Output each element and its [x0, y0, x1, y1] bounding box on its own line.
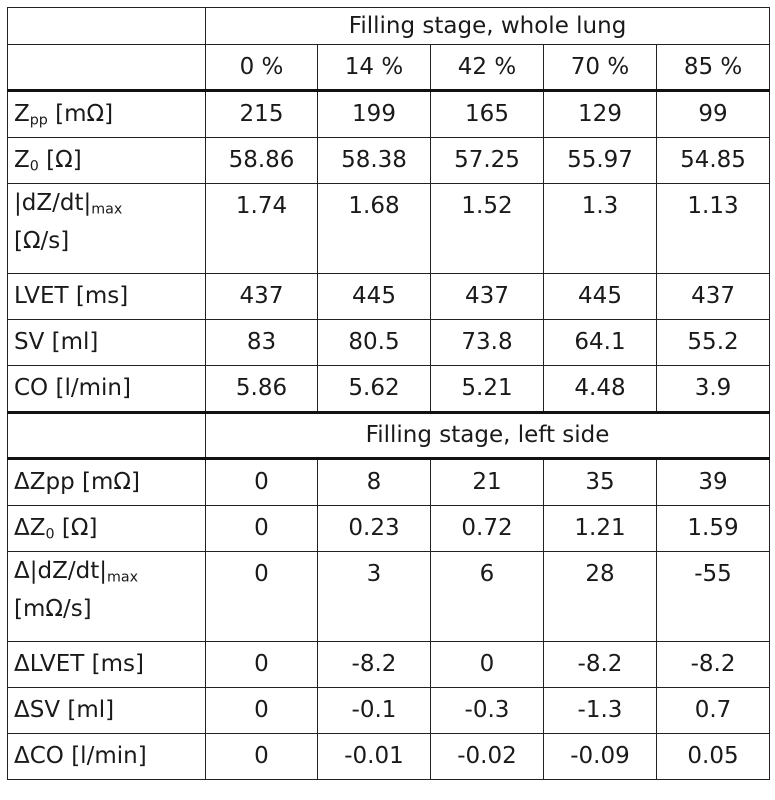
table-cell: -0.1: [317, 687, 431, 734]
table-row: |dZ/dt|max [Ω/s] 1.74 1.68 1.52 1.3 1.13: [7, 183, 771, 274]
table-cell: 83: [205, 319, 318, 366]
table-cell: -0.09: [543, 733, 657, 780]
table-cell: 1.74: [205, 183, 318, 274]
table-cell: 0: [205, 641, 318, 688]
table-cell: 3.9: [655, 365, 771, 414]
table-row: Δ|dZ/dt|max [mΩ/s] 0 3 6 28 -55: [7, 551, 771, 642]
table-row: ΔZ0 [Ω] 0 0.23 0.72 1.21 1.59: [7, 505, 771, 552]
table-row: CO [l/min] 5.86 5.62 5.21 4.48 3.9: [7, 365, 771, 414]
corner-cell: [7, 7, 206, 45]
table-cell: 445: [317, 273, 431, 320]
table-cell: 0: [205, 687, 318, 734]
table-row: ΔLVET [ms] 0 -8.2 0 -8.2 -8.2: [7, 641, 771, 688]
column-header: 70 %: [543, 44, 657, 92]
table-cell: 1.52: [430, 183, 544, 274]
corner-cell: [7, 44, 206, 92]
column-header-row: 0 % 14 % 42 % 70 % 85 %: [7, 44, 771, 92]
table-cell: 28: [543, 551, 657, 642]
table-cell: 165: [430, 90, 544, 138]
column-header: 85 %: [655, 44, 771, 92]
table-cell: 1.21: [543, 505, 657, 552]
table-cell: 55.97: [543, 137, 657, 184]
row-label: CO [l/min]: [7, 365, 206, 414]
row-label: ΔZpp [mΩ]: [7, 458, 206, 506]
row-label: ΔZ0 [Ω]: [7, 505, 206, 552]
table-cell: 55.2: [655, 319, 771, 366]
table-cell: 0.7: [655, 687, 771, 734]
table-cell: -1.3: [543, 687, 657, 734]
table-cell: -0.01: [317, 733, 431, 780]
table-cell: 215: [205, 90, 318, 138]
table-cell: 1.13: [655, 183, 771, 274]
table-cell: 54.85: [655, 137, 771, 184]
row-label: Δ|dZ/dt|max [mΩ/s]: [7, 551, 206, 642]
table-cell: 73.8: [430, 319, 544, 366]
table-row: ΔSV [ml] 0 -0.1 -0.3 -1.3 0.7: [7, 687, 771, 734]
table-cell: 5.21: [430, 365, 544, 414]
column-header: 42 %: [430, 44, 544, 92]
table-cell: -8.2: [317, 641, 431, 688]
table-cell: 437: [655, 273, 771, 320]
table-cell: 39: [655, 458, 771, 506]
table-cell: 199: [317, 90, 431, 138]
row-label: Zpp [mΩ]: [7, 90, 206, 138]
table-cell: 80.5: [317, 319, 431, 366]
table-cell: 1.68: [317, 183, 431, 274]
section-header-row: Filling stage, whole lung: [7, 7, 771, 45]
table-cell: -8.2: [543, 641, 657, 688]
table-row: ΔCO [l/min] 0 -0.01 -0.02 -0.09 0.05: [7, 733, 771, 780]
table-row: Zpp [mΩ] 215 199 165 129 99: [7, 90, 771, 138]
table-cell: 1.3: [543, 183, 657, 274]
table-cell: 0: [205, 505, 318, 552]
table-cell: 3: [317, 551, 431, 642]
section-header-row: Filling stage, left side: [7, 412, 771, 460]
table-cell: -0.02: [430, 733, 544, 780]
section-title-left-side: Filling stage, left side: [204, 412, 771, 460]
table-cell: 99: [655, 90, 771, 138]
table-row: ΔZpp [mΩ] 0 8 21 35 39: [7, 458, 771, 506]
table-cell: -8.2: [655, 641, 771, 688]
table-cell: 57.25: [430, 137, 544, 184]
table-cell: 64.1: [543, 319, 657, 366]
table-cell: 5.62: [317, 365, 431, 414]
table-cell: -0.3: [430, 687, 544, 734]
table-cell: -55: [655, 551, 771, 642]
column-header: 14 %: [317, 44, 431, 92]
row-label: LVET [ms]: [7, 273, 206, 320]
row-label: ΔSV [ml]: [7, 687, 206, 734]
row-label: SV [ml]: [7, 319, 206, 366]
table-row: LVET [ms] 437 445 437 445 437: [7, 273, 771, 320]
table-cell: 437: [205, 273, 318, 320]
table-cell: 0.72: [430, 505, 544, 552]
table-cell: 4.48: [543, 365, 657, 414]
table-cell: 445: [543, 273, 657, 320]
table-cell: 5.86: [205, 365, 318, 414]
table-cell: 0: [430, 641, 544, 688]
table-cell: 1.59: [655, 505, 771, 552]
table-cell: 58.38: [317, 137, 431, 184]
table-cell: 129: [543, 90, 657, 138]
table-cell: 437: [430, 273, 544, 320]
table-cell: 0.23: [317, 505, 431, 552]
column-header: 0 %: [205, 44, 318, 92]
table-cell: 0: [205, 733, 318, 780]
table-cell: 8: [317, 458, 431, 506]
table-row: SV [ml] 83 80.5 73.8 64.1 55.2: [7, 319, 771, 366]
table-cell: 0.05: [655, 733, 771, 780]
row-label: ΔCO [l/min]: [7, 733, 206, 780]
table-cell: 0: [205, 458, 318, 506]
table-cell: 6: [430, 551, 544, 642]
table-cell: 58.86: [205, 137, 318, 184]
row-label: Z0 [Ω]: [7, 137, 206, 184]
data-table: Filling stage, whole lung 0 % 14 % 42 % …: [7, 7, 771, 780]
table-cell: 0: [205, 551, 318, 642]
section-title-whole-lung: Filling stage, whole lung: [204, 7, 771, 45]
table-cell: 21: [430, 458, 544, 506]
row-label: |dZ/dt|max [Ω/s]: [7, 183, 206, 274]
table-cell: 35: [543, 458, 657, 506]
corner-cell: [7, 412, 206, 460]
row-label: ΔLVET [ms]: [7, 641, 206, 688]
table-row: Z0 [Ω] 58.86 58.38 57.25 55.97 54.85: [7, 137, 771, 184]
